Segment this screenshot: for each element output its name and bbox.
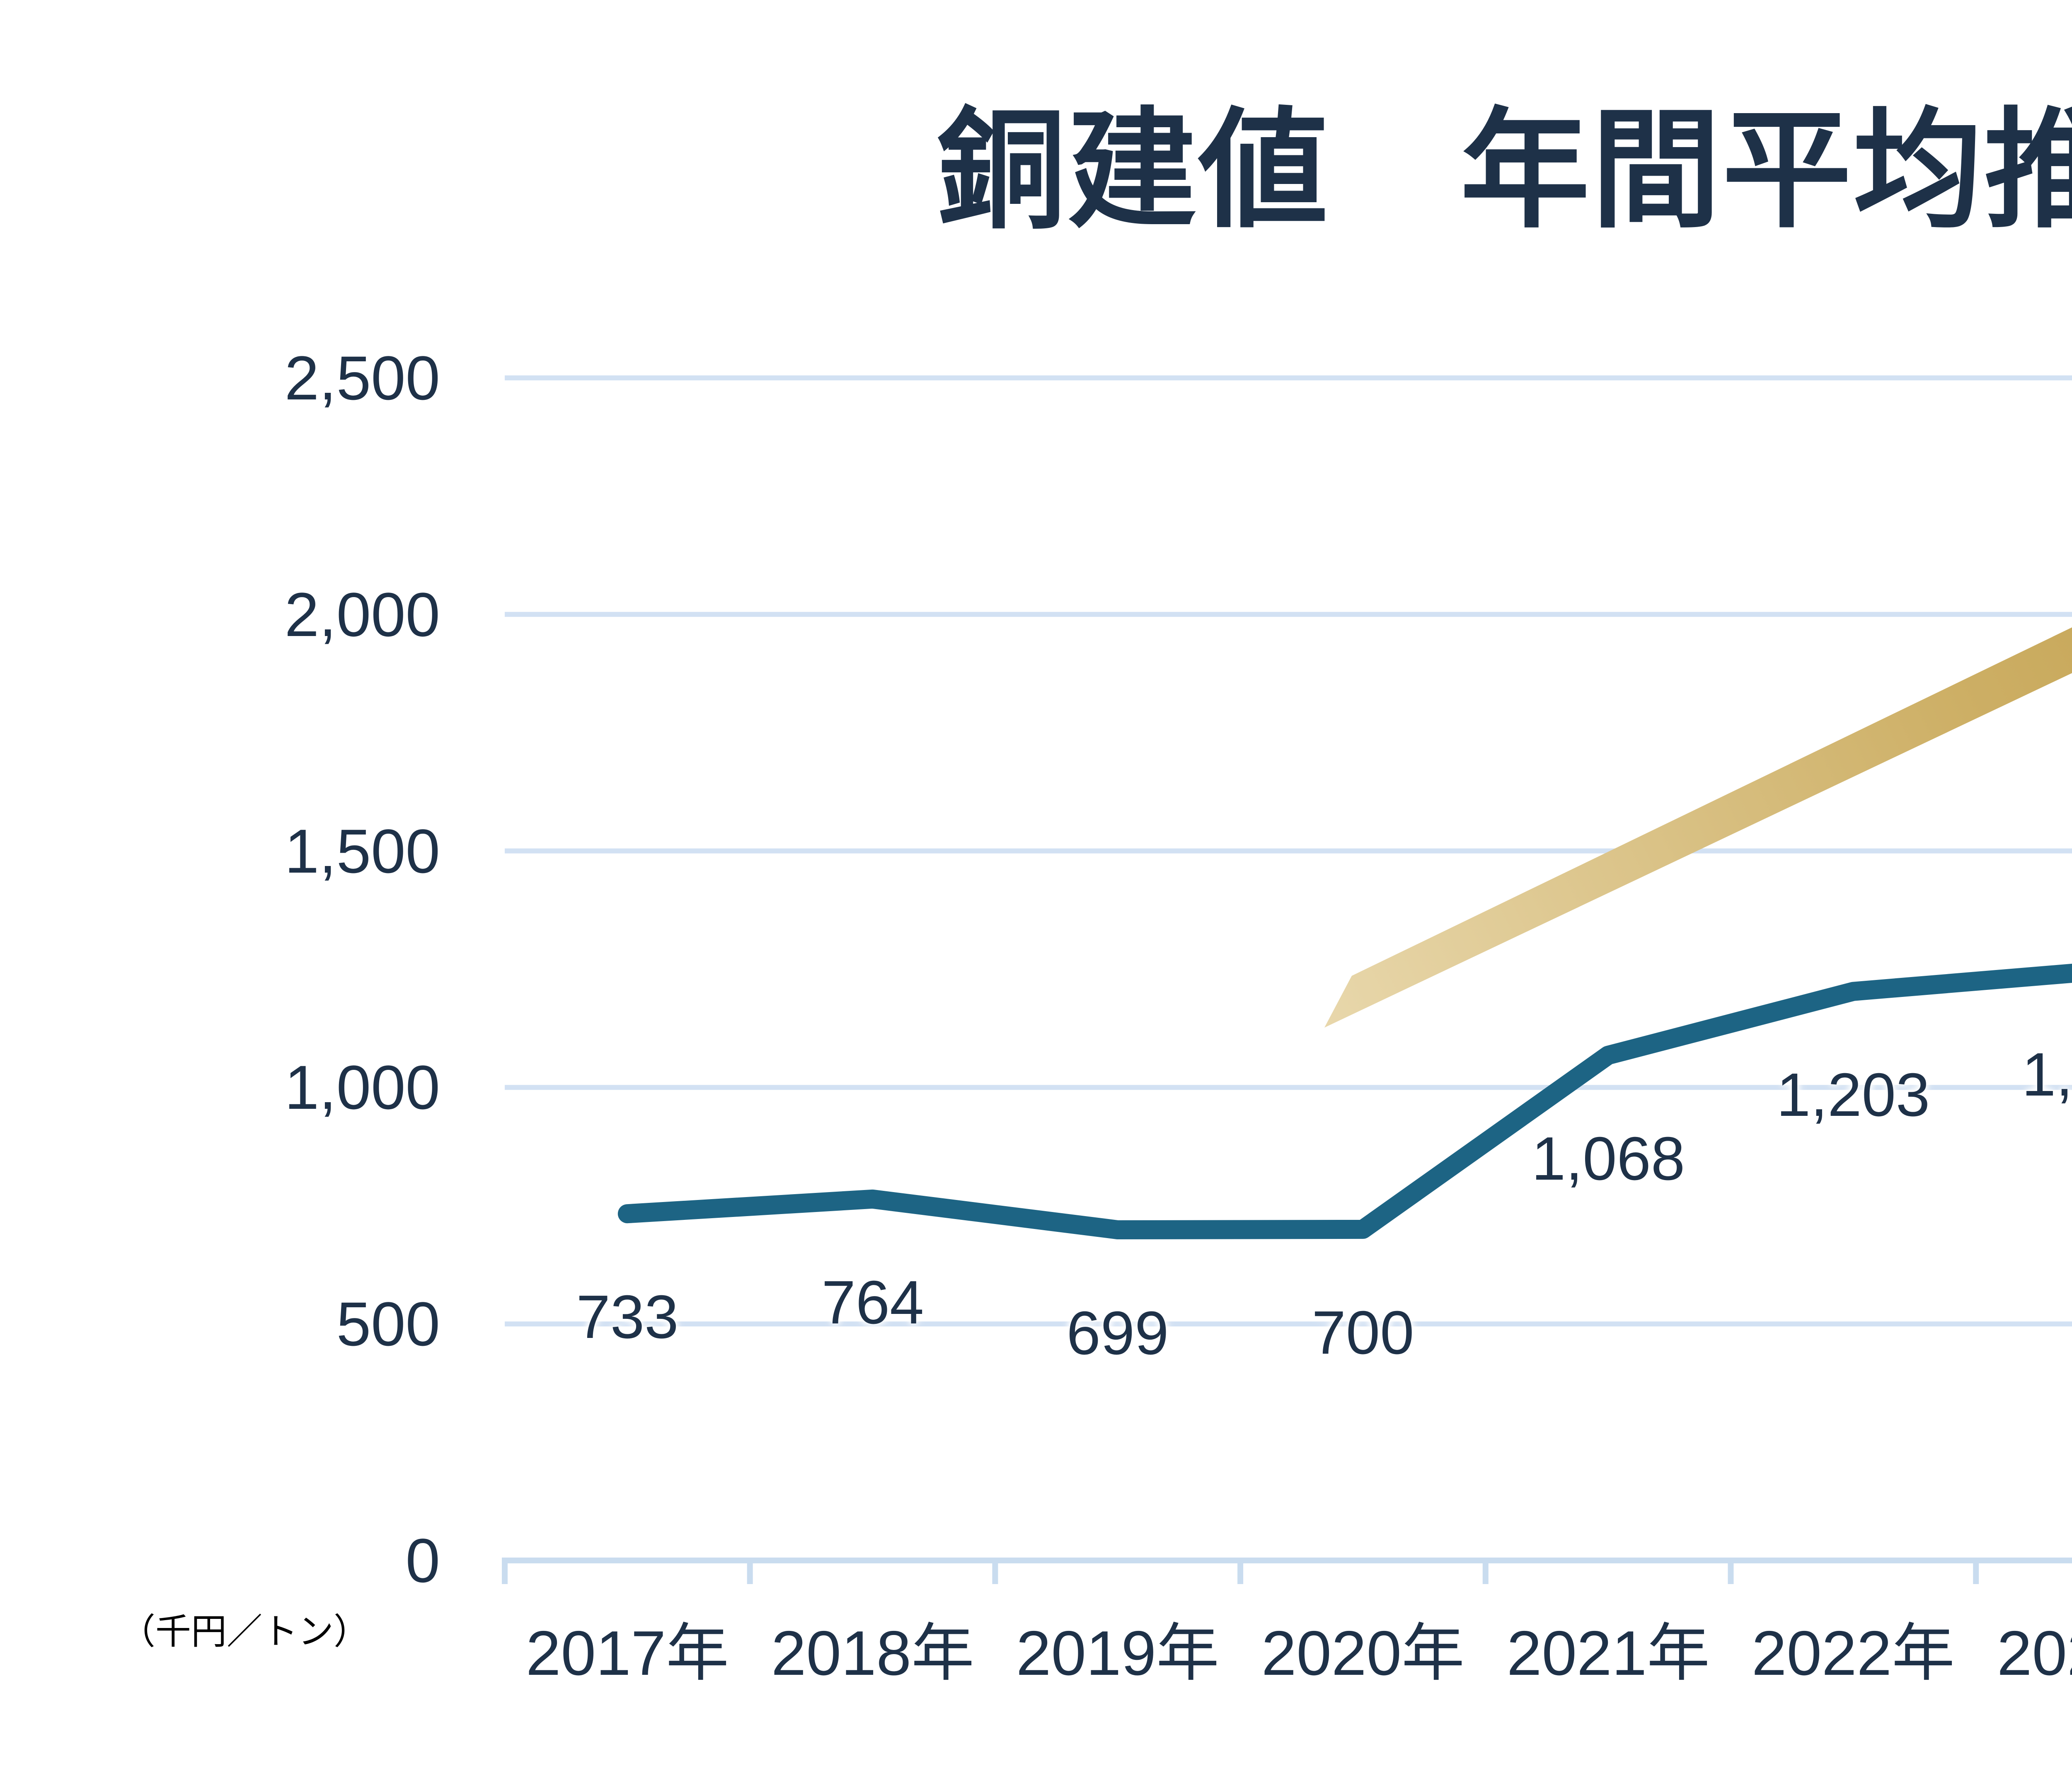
gridlines: [505, 375, 2072, 1327]
x-axis-tick: [502, 1558, 508, 1584]
data-label: 764: [821, 1268, 924, 1337]
data-label: 700: [1312, 1299, 1414, 1367]
data-label: 733: [576, 1283, 679, 1351]
x-axis-label: 2023年: [1997, 1618, 2072, 1688]
data-label: 1,068: [1531, 1125, 1685, 1193]
y-axis-label: 0: [405, 1526, 440, 1595]
x-axis-tick: [1973, 1558, 1979, 1584]
x-axis-tick: [1728, 1558, 1734, 1584]
y-axis-label: 500: [336, 1289, 440, 1359]
x-axis-line: [505, 1558, 2072, 1563]
x-axis-tick: [992, 1558, 998, 1584]
series-line: [617, 963, 2072, 1240]
x-axis-band: [502, 1558, 2072, 1584]
data-label: 699: [1066, 1299, 1169, 1367]
unit-label: （千円／トン）: [120, 1612, 369, 1652]
y-axis-label: 1,000: [284, 1052, 440, 1122]
x-axis-tick: [1482, 1558, 1489, 1584]
x-axis-label: 2020年: [1261, 1618, 1465, 1688]
y-axis-label: 2,000: [284, 580, 440, 649]
trend-arrow-icon: [1324, 627, 2072, 1028]
data-label: 1,246: [2021, 1040, 2072, 1109]
y-axis-label: 2,500: [284, 343, 440, 413]
x-axis-label: 2022年: [1751, 1618, 1955, 1688]
copper-price-line: [617, 963, 2072, 1240]
data-label: 1,203: [1776, 1061, 1930, 1129]
x-axis-tick: [1237, 1558, 1244, 1584]
x-axis-label: 2017年: [525, 1618, 729, 1688]
y-axis-label: 1,500: [284, 816, 440, 886]
x-axis-label: 2021年: [1506, 1618, 1710, 1688]
x-axis-label: 2018年: [771, 1618, 975, 1688]
x-axis-label: 2019年: [1016, 1618, 1220, 1688]
x-axis-tick: [747, 1558, 753, 1584]
chart-title: 銅建値 年間平均推移: [937, 99, 2072, 243]
